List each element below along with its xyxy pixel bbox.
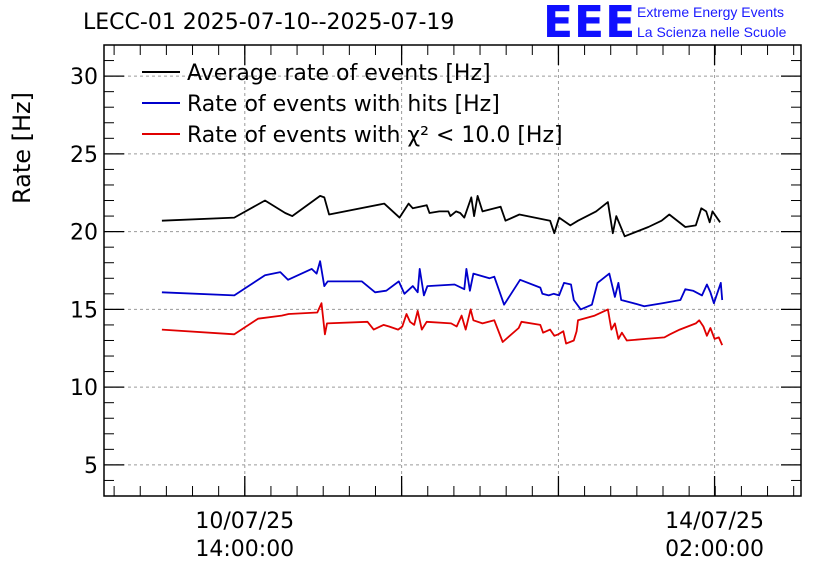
y-tick-label: 5 <box>84 454 98 479</box>
chart-title: LECC-01 2025-07-10--2025-07-19 <box>83 10 455 35</box>
series-line-2 <box>161 302 724 346</box>
legend: Average rate of events [Hz] Rate of event… <box>142 61 563 148</box>
logo-subtitle-line1: Extreme Energy Events <box>637 4 785 20</box>
x-tick-label-time: 02:00:00 <box>665 537 764 562</box>
y-tick-label: 30 <box>70 65 98 90</box>
legend-label-2: Rate of events with χ² < 10.0 [Hz] <box>187 123 563 148</box>
eee-logo: EEE <box>543 0 637 48</box>
legend-label-1: Rate of events with hits [Hz] <box>187 92 500 117</box>
legend-label-0: Average rate of events [Hz] <box>187 61 491 86</box>
x-tick-label-time: 14:00:00 <box>195 537 294 562</box>
series-line-1 <box>161 260 724 311</box>
series-line-0 <box>161 194 721 238</box>
grid-layer <box>104 45 801 496</box>
y-tick-label: 10 <box>70 376 98 401</box>
x-tick-label-date: 14/07/25 <box>665 509 764 534</box>
plot-frame <box>103 44 802 497</box>
series-layer <box>161 194 724 346</box>
logo-subtitle-line2: La Scienza nelle Scuole <box>637 24 787 40</box>
y-tick-label: 20 <box>70 221 98 246</box>
y-tick-label: 25 <box>70 143 98 168</box>
y-tick-label: 15 <box>70 298 98 323</box>
x-tick-label-date: 10/07/25 <box>195 509 294 534</box>
tick-layer: 5 10 15 20 25 30 10/07/25 14:00:00 14/07/25 02:00… <box>70 44 801 562</box>
